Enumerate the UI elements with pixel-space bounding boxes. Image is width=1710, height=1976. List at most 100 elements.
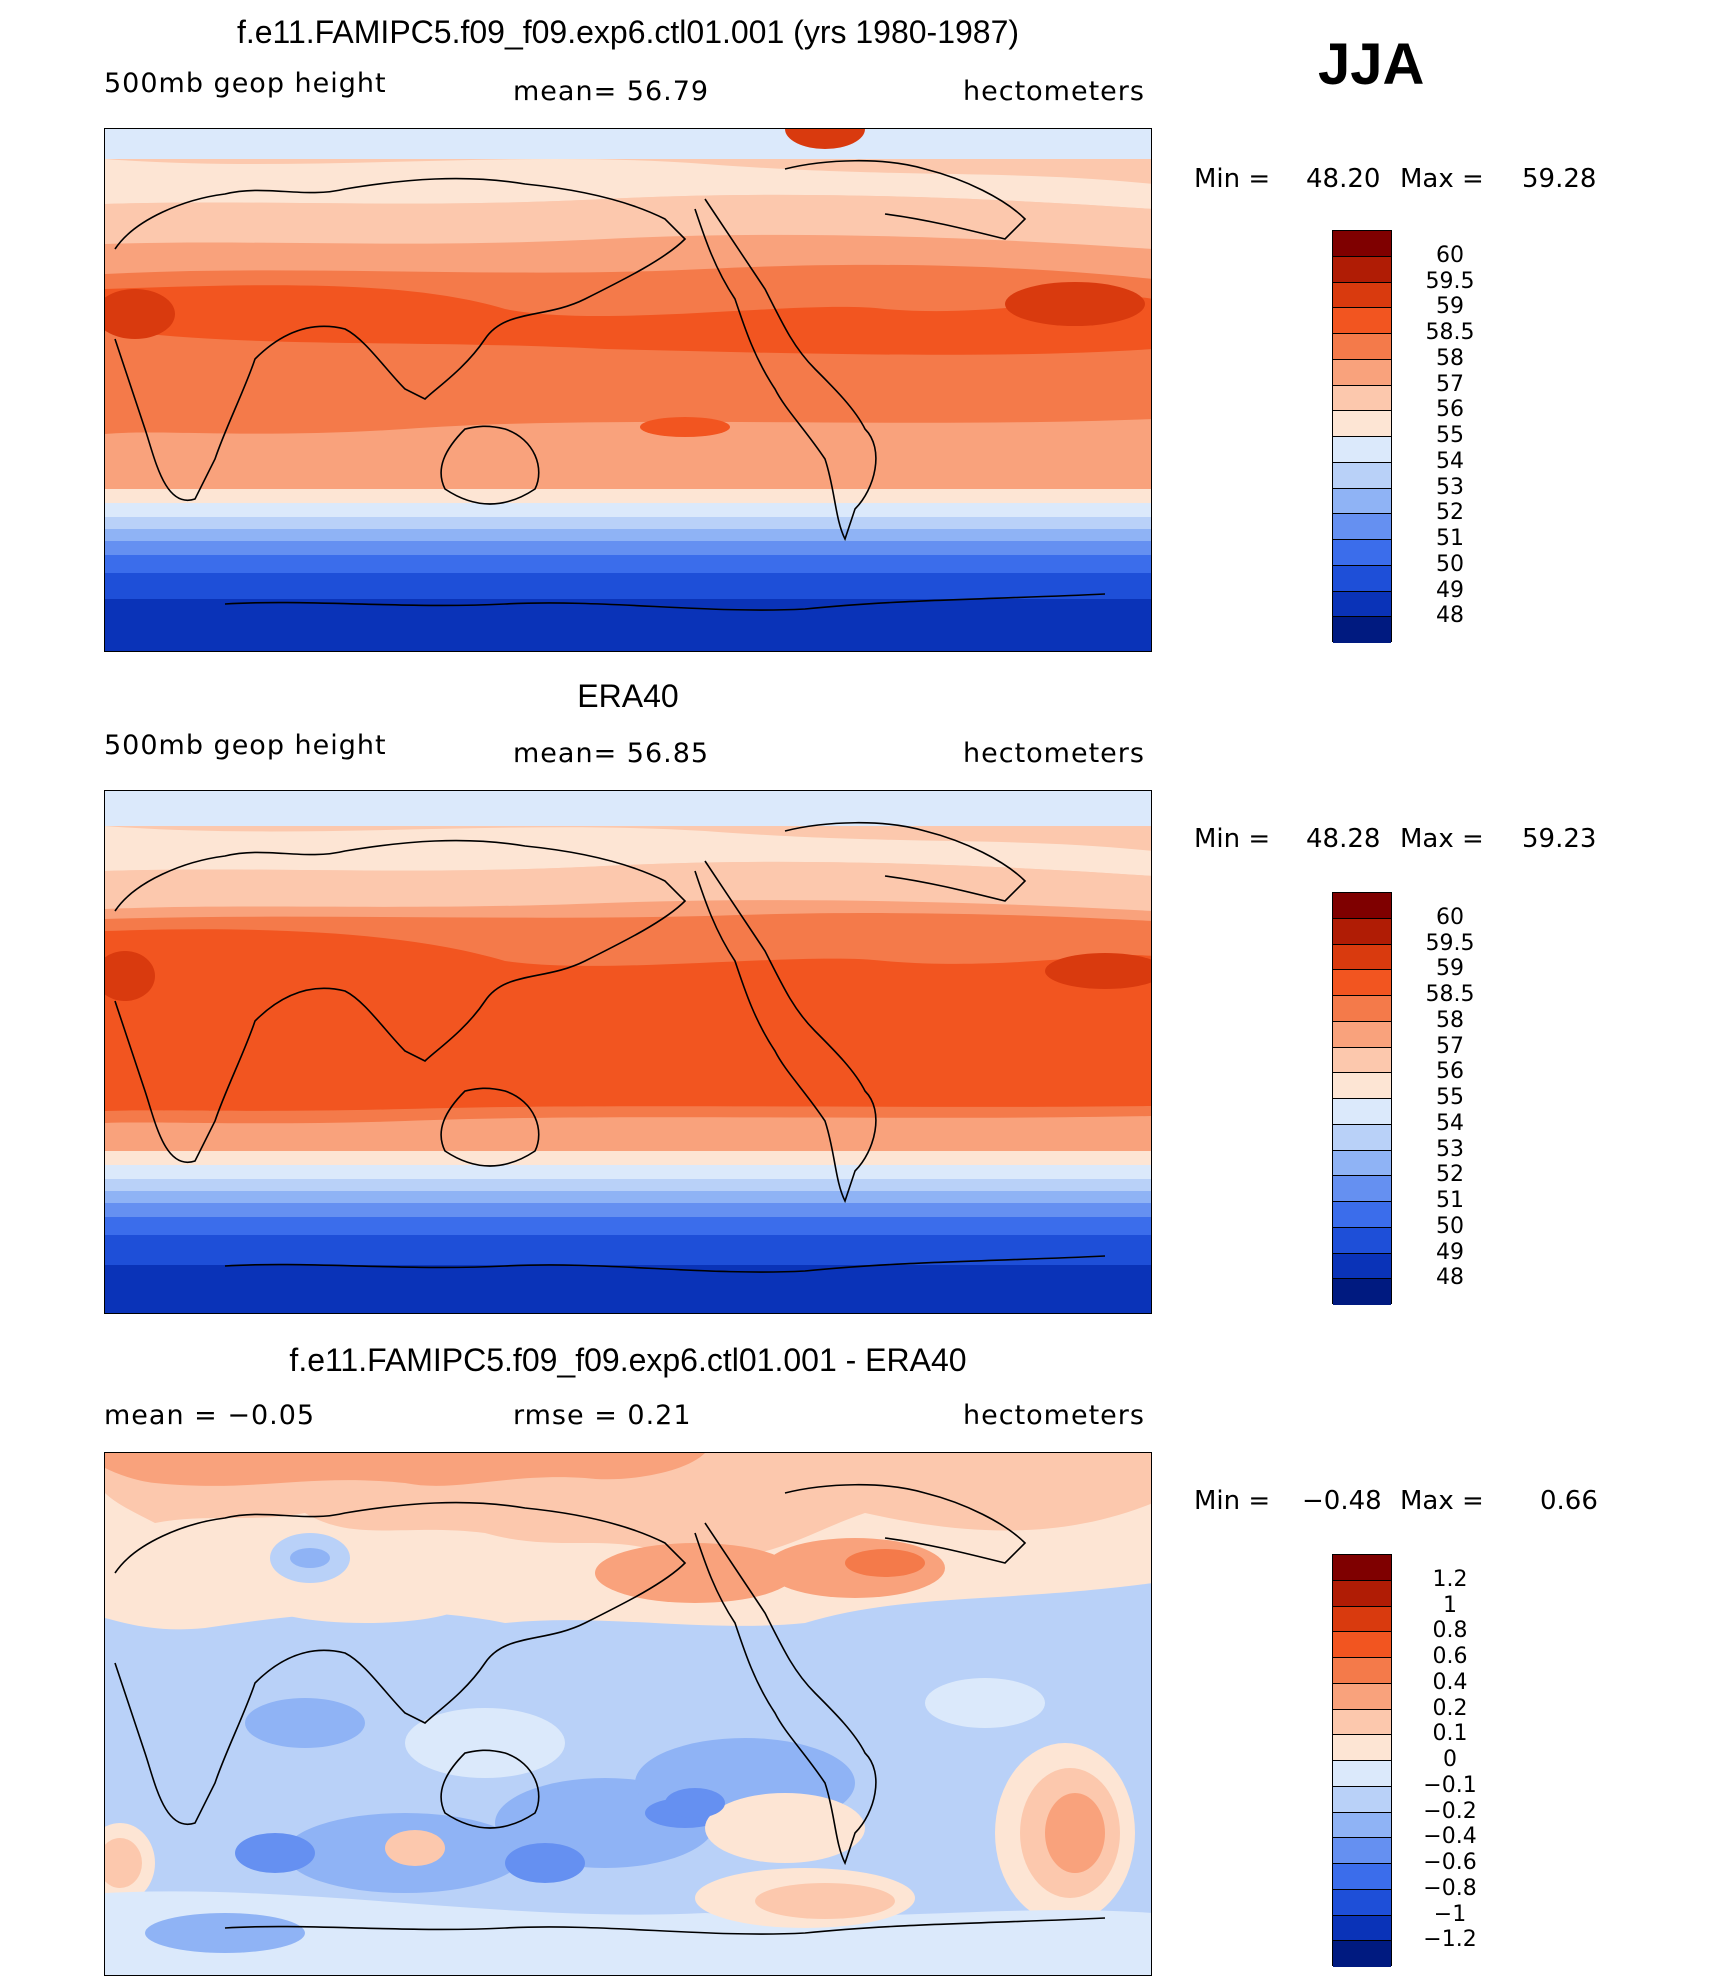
panel-1-colorbar-swatch [1333, 334, 1391, 360]
panel-2-colorbar-label: 54 [1436, 1110, 1464, 1136]
panel-2-units-label: hectometers [963, 738, 1145, 769]
panel-3-colorbar-swatch [1333, 1709, 1391, 1736]
panel-1-map-svg [105, 129, 1151, 651]
panel-2-colorbar-swatch [1333, 1099, 1391, 1125]
panel-2-map [104, 790, 1152, 1314]
panel-3-colorbar-swatch [1333, 1606, 1391, 1633]
panel-3-colorbar-swatch [1333, 1735, 1391, 1761]
panel-2-colorbar-swatch [1333, 1176, 1391, 1202]
panel-2-colorbar-swatch [1333, 918, 1391, 945]
panel-3-colorbar-label: 0 [1443, 1747, 1457, 1772]
panel-1-colorbar-swatch [1333, 488, 1391, 515]
panel-1-colorbar-labels: 60 59.5 59 58.5 58 57 56 55 54 53 52 51 50 49 48 [1400, 230, 1500, 642]
panel-1-min-label: Min = [1194, 164, 1271, 194]
panel-2-colorbar-label: 48 [1436, 1265, 1464, 1291]
panel-2-colorbar-labels: 60 59.5 59 58.5 58 57 56 55 54 53 52 51 50 49 48 [1400, 892, 1500, 1304]
panel-2-colorbar-swatch [1333, 893, 1391, 919]
panel-2-colorbar [1332, 892, 1392, 1305]
panel-2-colorbar-swatch [1333, 1021, 1391, 1048]
panel-1-colorbar-swatch [1333, 565, 1391, 592]
panel-3-mean-label: mean = −0.05 [104, 1400, 316, 1431]
panel-2-colorbar-swatch [1333, 1073, 1391, 1099]
panel-3-colorbar-swatch [1333, 1786, 1391, 1813]
panel-3-max-value: 0.66 [1540, 1486, 1598, 1516]
panel-1-colorbar-swatch [1333, 308, 1391, 334]
panel-1-colorbar-swatch [1333, 411, 1391, 437]
panel-2-colorbar-swatch [1333, 1202, 1391, 1228]
panel-1-colorbar-swatch [1333, 462, 1391, 489]
panel-2-colorbar-label: 58.5 [1425, 982, 1475, 1007]
panel-1-colorbar-label: 49 [1436, 577, 1464, 603]
panel-1-colorbar-label: 58.5 [1425, 320, 1475, 345]
panel-2-colorbar-swatch [1333, 970, 1391, 996]
panel-3-units-label: hectometers [963, 1400, 1145, 1431]
panel-3-colorbar-swatch [1333, 1941, 1391, 1967]
panel-2-colorbar-label: 56 [1436, 1059, 1464, 1085]
panel-2-colorbar-swatch [1333, 1227, 1391, 1254]
panel-3-colorbar-label: −0.6 [1423, 1850, 1477, 1875]
panel-2-colorbar-label: 50 [1436, 1213, 1464, 1239]
panel-3-colorbar-label: −0.1 [1423, 1772, 1477, 1798]
panel-1-title: f.e11.FAMIPC5.f09_f09.exp6.ctl01.001 (yr… [236, 14, 1020, 50]
panel-1-colorbar-swatch [1333, 437, 1391, 463]
panel-1-colorbar-swatch [1333, 591, 1391, 618]
panel-3-title: f.e11.FAMIPC5.f09_f09.exp6.ctl01.001 - E… [289, 1342, 967, 1378]
panel-1-colorbar-swatch [1333, 231, 1391, 257]
panel-3-colorbar-swatch [1333, 1761, 1391, 1787]
panel-2-max-value: 59.23 [1522, 824, 1597, 854]
panel-3-colorbar-label: 0.1 [1432, 1721, 1468, 1747]
panel-1-units-label: hectometers [963, 76, 1145, 107]
panel-2-colorbar-label: 53 [1436, 1136, 1464, 1162]
panel-2-colorbar-swatch [1333, 1279, 1391, 1305]
panel-3-colorbar-label: 0.8 [1432, 1618, 1468, 1644]
panel-2-title: ERA40 [577, 678, 679, 714]
panel-2-colorbar-swatch [1333, 1150, 1391, 1177]
panel-1-colorbar [1332, 230, 1392, 643]
panel-2-min-value: 48.28 [1306, 824, 1381, 854]
panel-2-colorbar-label: 57 [1436, 1033, 1464, 1059]
panel-3-colorbar-swatch [1333, 1812, 1391, 1839]
panel-1-colorbar-label: 50 [1436, 551, 1464, 577]
panel-1-mean-label: mean= 56.79 [513, 76, 710, 107]
panel-1-colorbar-swatch [1333, 617, 1391, 643]
panel-2-colorbar-swatch [1333, 944, 1391, 971]
panel-3-colorbar-swatch [1333, 1555, 1391, 1581]
panel-1-colorbar-label: 52 [1436, 500, 1464, 526]
panel-1-colorbar-swatch [1333, 514, 1391, 540]
panel-3-colorbar-swatch [1333, 1838, 1391, 1864]
panel-3-colorbar-swatch [1333, 1632, 1391, 1658]
panel-1-colorbar-swatch [1333, 359, 1391, 386]
panel-2-colorbar-swatch [1333, 1124, 1391, 1151]
panel-2-colorbar-label: 60 [1436, 904, 1464, 930]
panel-3-colorbar-label: −0.2 [1423, 1798, 1477, 1824]
panel-3-colorbar-swatch [1333, 1864, 1391, 1890]
panel-3-colorbar-label: −1.2 [1423, 1927, 1477, 1953]
panel-3-max-label: Max = [1400, 1486, 1484, 1516]
panel-2-left-label: 500mb geop height [104, 730, 387, 761]
panel-1-colorbar-label: 58 [1436, 345, 1464, 371]
panel-1-map [104, 128, 1152, 652]
panel-3-colorbar-swatch [1333, 1915, 1391, 1942]
panel-1-colorbar-label: 55 [1436, 423, 1464, 448]
season-label: JJA [1318, 32, 1425, 97]
panel-3-colorbar-label: −1 [1433, 1901, 1467, 1927]
panel-2-colorbar-label: 52 [1436, 1162, 1464, 1188]
panel-1-colorbar-swatch [1333, 282, 1391, 309]
panel-3-colorbar-labels: 1.2 1 0.8 0.6 0.4 0.2 0.1 0 −0.1 −0.2 −0.4 −0.6 −0.8… [1400, 1554, 1500, 1966]
panel-3-colorbar-swatch [1333, 1889, 1391, 1916]
panel-3-colorbar [1332, 1554, 1392, 1967]
panel-1-colorbar-label: 56 [1436, 397, 1464, 423]
panel-1-colorbar-swatch [1333, 540, 1391, 566]
panel-3-colorbar-label: 1 [1443, 1592, 1457, 1618]
panel-1-colorbar-swatch [1333, 256, 1391, 283]
panel-1-colorbar-label: 53 [1436, 474, 1464, 500]
panel-1-max-label: Max = [1400, 164, 1484, 194]
panel-3-min-label: Min = [1194, 1486, 1271, 1516]
panel-3-map-svg [105, 1453, 1151, 1975]
panel-1-colorbar-label: 59.5 [1425, 268, 1475, 294]
panel-3-colorbar-label: −0.4 [1423, 1824, 1477, 1850]
panel-3-map [104, 1452, 1152, 1976]
panel-1-colorbar-label: 54 [1436, 448, 1464, 474]
panel-1-colorbar-label: 59 [1436, 294, 1464, 320]
panel-1-colorbar-label: 48 [1436, 603, 1464, 629]
